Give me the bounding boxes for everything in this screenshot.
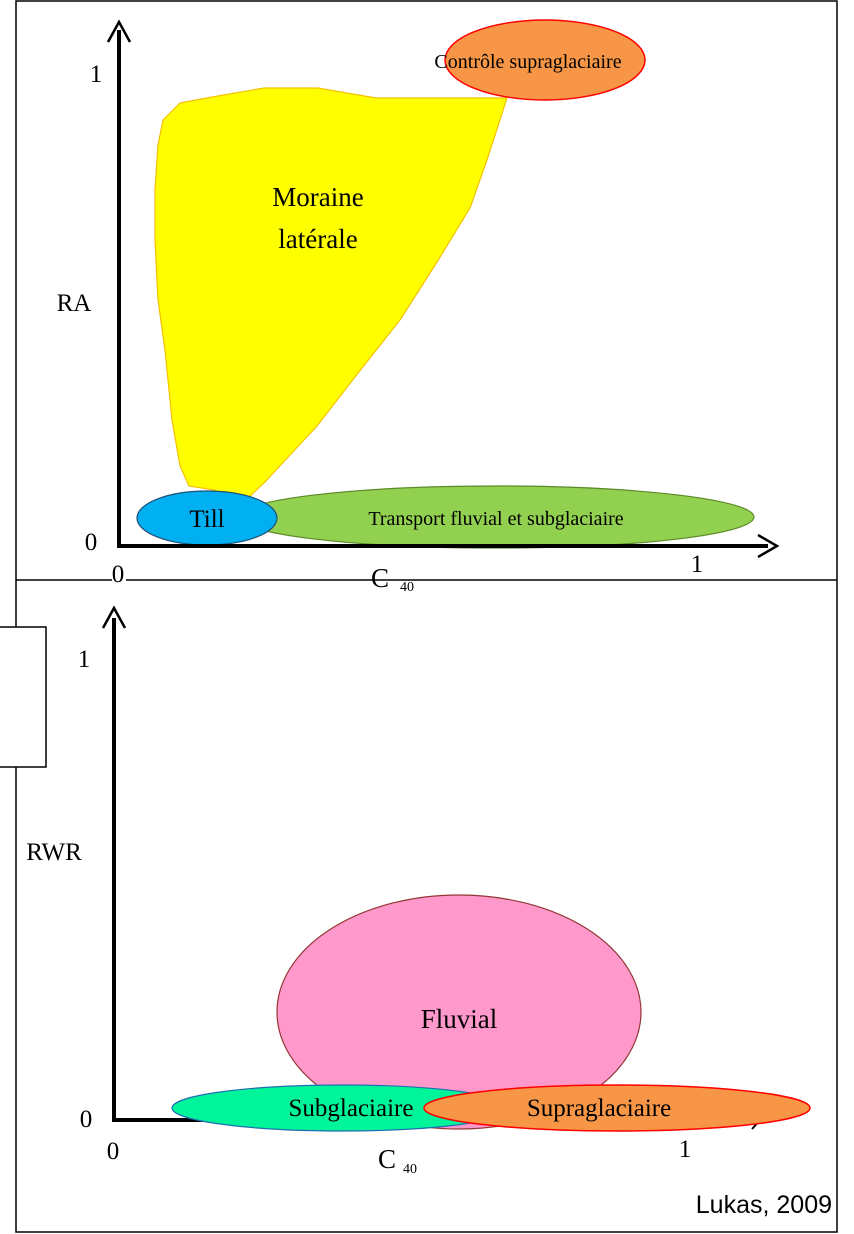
bottom-tick-x-0: 0 (107, 1138, 120, 1165)
inset-box (0, 626, 47, 768)
bottom-y-axis-label: RWR (26, 839, 82, 866)
moraine-laterale-zone (154, 87, 508, 499)
fluvial-label: Fluvial (421, 1004, 498, 1034)
top-tick-x-1: 1 (691, 551, 704, 578)
source-credit: Lukas, 2009 (695, 1191, 832, 1219)
bottom-tick-y-1: 1 (78, 646, 91, 673)
supraglaciaire-zone (423, 1084, 811, 1132)
bottom-panel: Fluvial Subglaciaire Supraglaciaire 1 0 … (0, 605, 811, 1177)
top-tick-y-0: 0 (85, 529, 98, 556)
top-tick-y-1: 1 (90, 61, 103, 88)
top-x-arrowhead (757, 533, 780, 559)
divider-gap (112, 575, 126, 585)
bottom-x-axis-label: C (378, 1144, 396, 1174)
till-label: Till (189, 506, 224, 533)
transport-label: Transport fluvial et subglaciaire (368, 508, 623, 530)
outer-border (15, 0, 838, 1233)
moraine-label-line2: latérale (278, 224, 357, 254)
top-x-axis-label: C (371, 563, 389, 593)
bottom-y-arrowhead (101, 605, 127, 629)
top-y-arrowhead (106, 19, 132, 43)
moraine-label-line1: Moraine (272, 182, 363, 212)
bottom-x-axis-subscript: 40 (403, 1162, 417, 1177)
controle-supraglaciaire-label: Contrôle supraglaciaire (434, 51, 621, 73)
fluvial-zone (276, 894, 642, 1130)
top-x-axis-subscript: 40 (400, 580, 414, 595)
top-tick-x-0: 0 (112, 561, 125, 588)
top-panel: Moraine latérale Contrôle supraglaciaire… (57, 19, 780, 595)
supraglaciaire-label: Supraglaciaire (527, 1095, 671, 1122)
bottom-tick-x-1: 1 (679, 1136, 692, 1163)
subglaciaire-label: Subglaciaire (289, 1095, 414, 1122)
top-y-axis-label: RA (57, 290, 92, 317)
bottom-tick-y-0: 0 (80, 1106, 93, 1133)
controle-supraglaciaire-zone (444, 19, 646, 101)
